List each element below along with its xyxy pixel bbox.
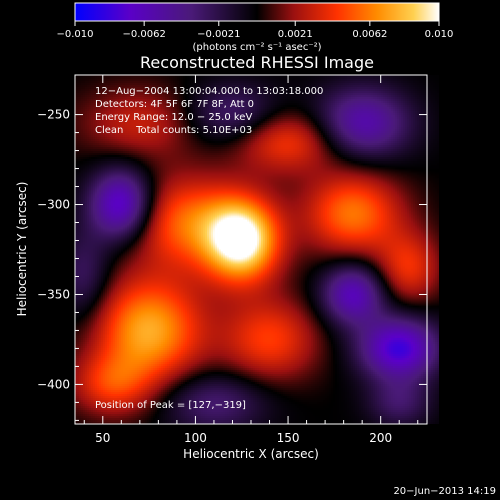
annotation-energy: Energy Range: 12.0 − 25.0 keV [95,112,252,123]
colorbar-tick-label: −0.010 [56,29,93,40]
colorbar-tick-label: −0.0062 [122,29,165,40]
colorbar-unit: (photons cm⁻² s⁻¹ asec⁻²) [192,42,321,53]
colorbar-tick-label: 0.010 [425,29,454,40]
colorbar-tick-label: −0.0021 [197,29,240,40]
colorbar-tick-label: 0.0021 [278,29,313,40]
y-tick-label: −350 [37,287,70,301]
x-tick-label: 100 [184,431,207,445]
x-tick-label: 150 [277,431,300,445]
x-axis-label: Heliocentric X (arcsec) [183,447,319,461]
x-tick-label: 200 [369,431,392,445]
footer-date: 20−Jun−2013 14:19 [393,486,496,497]
axes: 50 100 150 200 −250 −300 −350 −400 [37,75,427,445]
y-axis-label: Heliocentric Y (arcsec) [15,182,29,317]
annotation-counts: Clean Total counts: 5.10E+03 [95,125,252,136]
chart-title: Reconstructed RHESSI Image [140,53,374,72]
annotation-detectors: Detectors: 4F 5F 6F 7F 8F, Att 0 [95,99,254,110]
colorbar-tick-label: 0.0062 [352,29,387,40]
colorbar-ticks: −0.010 −0.0062 −0.0021 0.0021 0.0062 0.010 [56,21,453,40]
y-tick-label: −400 [37,377,70,391]
peak-position-label: Position of Peak = [127,−319] [95,400,246,411]
heatmap-image [75,75,439,424]
x-tick-label: 50 [95,431,110,445]
y-tick-label: −250 [37,108,70,122]
y-tick-label: −300 [37,198,70,212]
colorbar [74,2,440,22]
annotation-time: 12−Aug−2004 13:00:04.000 to 13:03:18.000 [95,86,323,97]
